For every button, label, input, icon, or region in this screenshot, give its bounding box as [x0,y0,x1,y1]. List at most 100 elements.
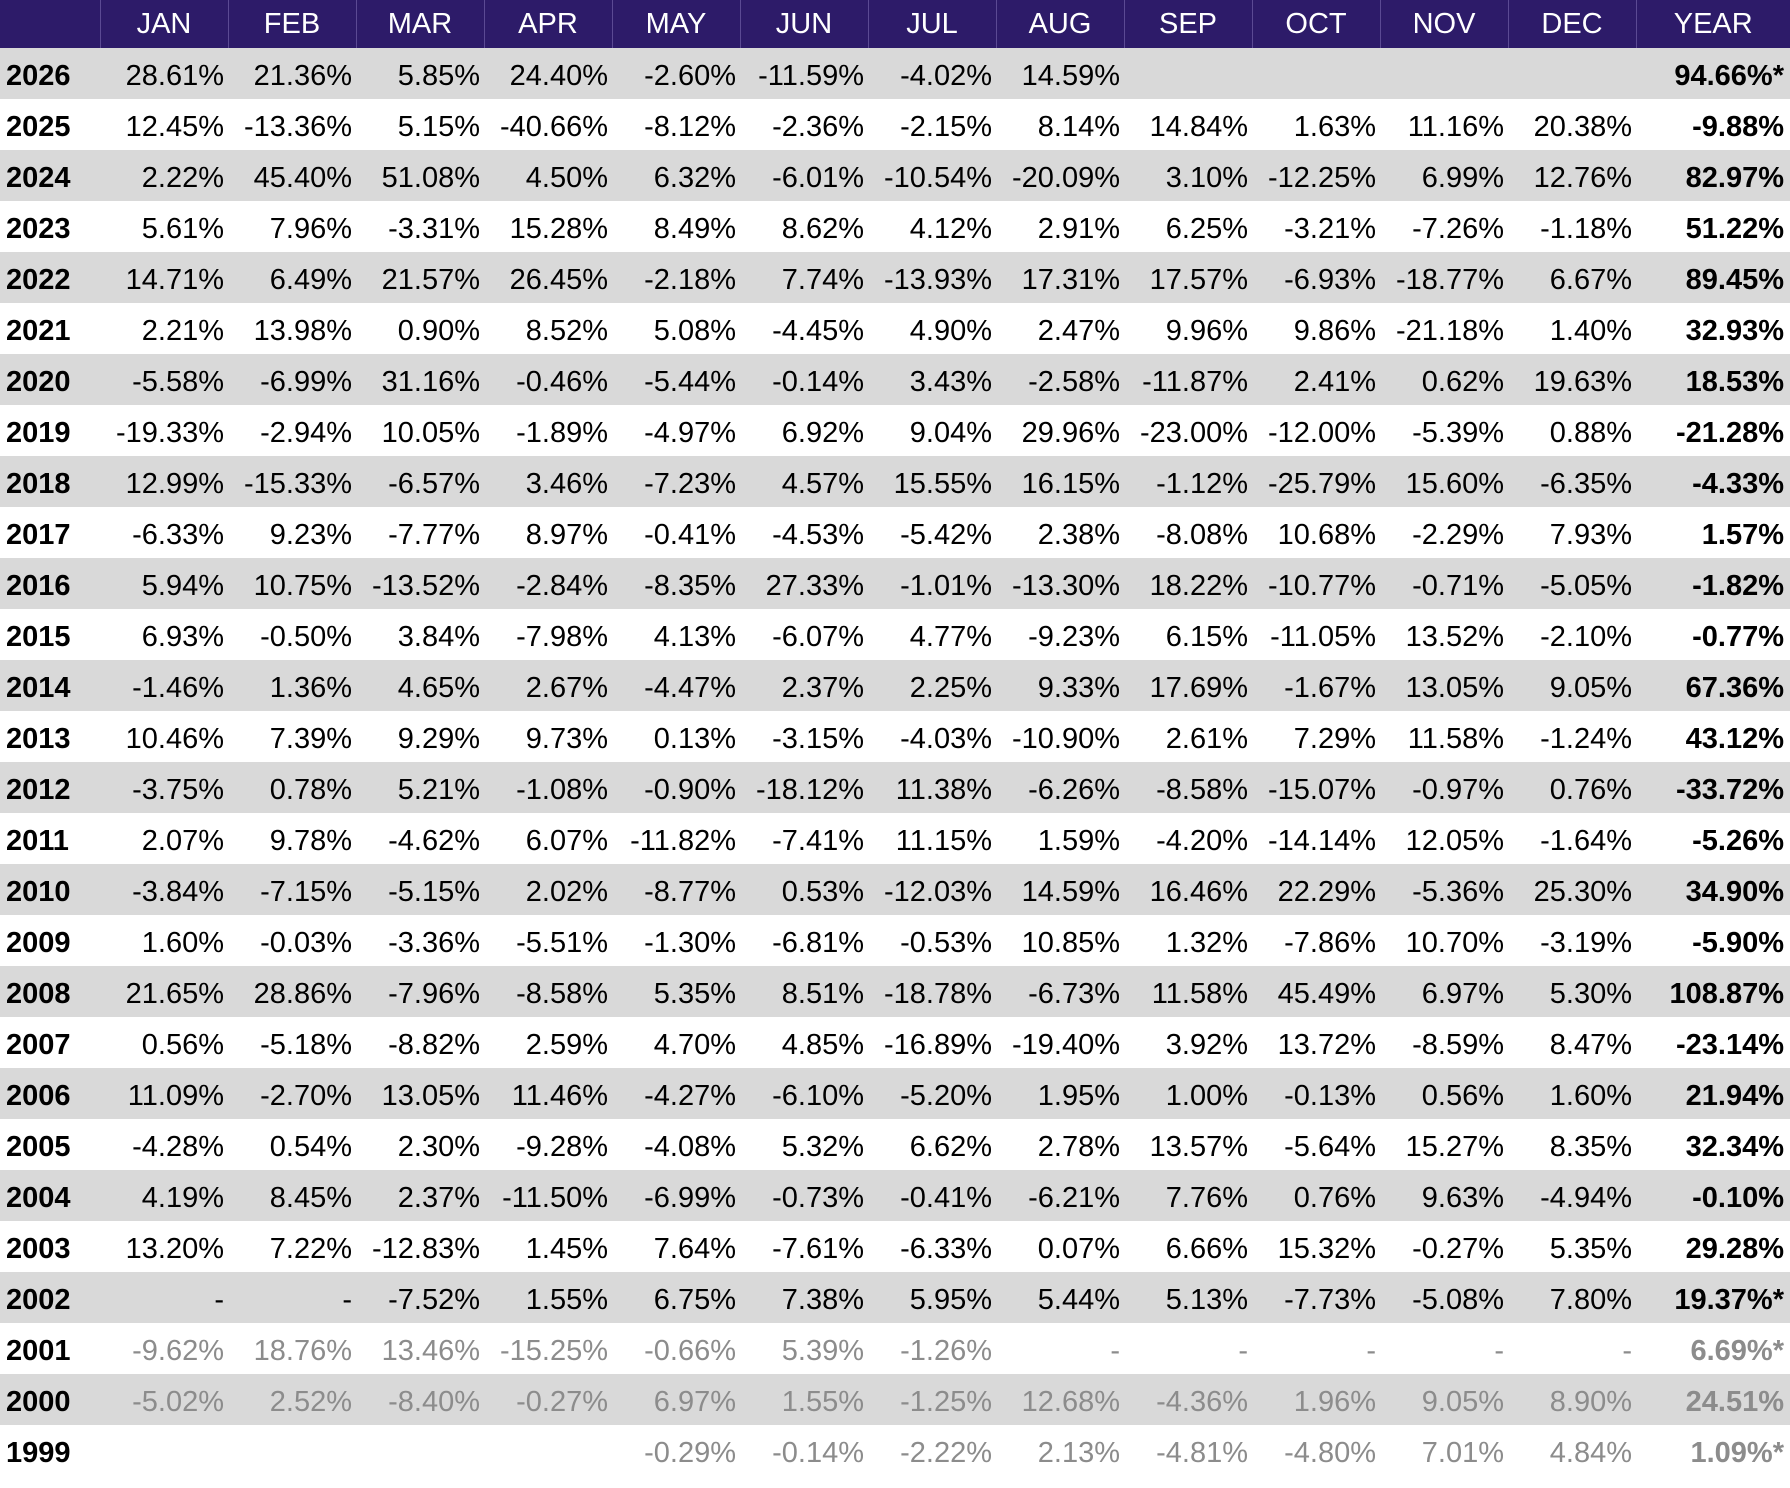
month-cell: 1.55% [781,1386,864,1418]
month-cell: -19.33% [115,417,224,449]
year-total-cell: -33.72% [1675,774,1784,806]
month-cell: -2.94% [260,417,352,449]
month-cell: -13.93% [883,264,992,296]
month-cell: 5.13% [1165,1284,1248,1316]
column-header: MAR [355,0,484,48]
year-total-cell: 51.22% [1685,213,1784,245]
month-cell: 5.85% [397,60,480,92]
month-cell: 8.45% [269,1182,352,1214]
month-cell: -11.82% [630,825,736,857]
month-cell: 6.32% [653,162,736,194]
month-cell: -7.61% [772,1233,864,1265]
month-cell: 1.40% [1549,315,1632,347]
month-cell: 15.28% [509,213,608,245]
month-cell: -6.81% [772,927,864,959]
month-cell: 19.63% [1533,366,1632,398]
month-cell: -4.03% [900,723,992,755]
year-cell: 2021 [6,315,71,347]
month-cell: -15.25% [499,1335,608,1367]
month-cell: -8.58% [516,978,608,1010]
month-cell: 12.99% [125,468,224,500]
month-cell: 0.13% [653,723,736,755]
column-header: NOV [1379,0,1508,48]
year-total-cell: -0.77% [1692,621,1784,653]
table-row: 2019 -19.33% -2.94% 10.05% -1.89% -4.97% 6.92%… [0,405,1790,456]
month-cell: -5.02% [132,1386,224,1418]
month-cell: 5.15% [397,111,480,143]
table-row: 2010 -3.84% -7.15% -5.15% 2.02% -8.77% 0.53% -1… [0,864,1790,915]
column-header: AUG [995,0,1124,48]
month-cell: -13.30% [1011,570,1120,602]
year-cell: 2004 [6,1182,71,1214]
month-cell: -18.12% [755,774,864,806]
month-cell: -2.70% [260,1080,352,1112]
year-cell: 2010 [6,876,71,908]
year-cell: 2022 [6,264,71,296]
year-total-cell: -4.33% [1692,468,1784,500]
month-cell: 12.05% [1405,825,1504,857]
month-cell: - [1238,1335,1248,1367]
month-cell: -4.80% [1284,1437,1376,1469]
month-cell: -3.36% [388,927,480,959]
month-cell: -23.00% [1139,417,1248,449]
month-cell: -11.87% [1142,366,1248,398]
month-cell: 8.47% [1549,1029,1632,1061]
month-cell: -8.58% [1156,774,1248,806]
table-row: 2015 6.93% -0.50% 3.84% -7.98% 4.13% -6.07% 4.7… [0,609,1790,660]
month-cell: -2.15% [900,111,992,143]
table-row: 2013 10.46% 7.39% 9.29% 9.73% 0.13% -3.15% -4.0… [0,711,1790,762]
column-header: DEC [1507,0,1636,48]
month-cell: -8.59% [1412,1029,1504,1061]
month-cell: -1.67% [1284,672,1376,704]
month-cell: 5.08% [653,315,736,347]
column-header: MAY [611,0,740,48]
month-cell: 4.85% [781,1029,864,1061]
month-cell: -19.40% [1011,1029,1120,1061]
month-cell: 12.68% [1021,1386,1120,1418]
month-cell: 11.58% [1151,978,1248,1010]
month-cell: 3.10% [1165,162,1248,194]
month-cell: -5.42% [900,519,992,551]
month-cell: - [214,1284,224,1316]
month-cell: 5.94% [141,570,224,602]
month-cell: 16.15% [1021,468,1120,500]
year-total-cell: -5.90% [1692,927,1784,959]
month-cell: 13.72% [1277,1029,1376,1061]
month-cell: 4.84% [1549,1437,1632,1469]
month-cell: -21.18% [1395,315,1504,347]
month-cell: -15.07% [1267,774,1376,806]
month-cell: 2.02% [525,876,608,908]
month-cell: 9.73% [525,723,608,755]
month-cell: 1.59% [1037,825,1120,857]
table-row: 2023 5.61% 7.96% -3.31% 15.28% 8.49% 8.62% 4.12… [0,201,1790,252]
month-cell: 4.70% [653,1029,736,1061]
month-cell: 51.08% [381,162,480,194]
month-cell: -1.18% [1540,213,1632,245]
year-cell: 2014 [6,672,71,704]
month-cell: -7.96% [388,978,480,1010]
month-cell: 18.22% [1149,570,1248,602]
month-cell: -10.90% [1011,723,1120,755]
table-row: 2000 -5.02% 2.52% -8.40% -0.27% 6.97% 1.55% -1.… [0,1374,1790,1425]
month-cell: -11.59% [758,60,864,92]
month-cell: 10.75% [253,570,352,602]
month-cell: 6.92% [781,417,864,449]
month-cell: - [1366,1335,1376,1367]
table-row: 2006 11.09% -2.70% 13.05% 11.46% -4.27% -6.10%… [0,1068,1790,1119]
month-cell: 7.64% [653,1233,736,1265]
year-cell: 2005 [6,1131,71,1163]
month-cell: 21.36% [253,60,352,92]
month-cell: 10.05% [381,417,480,449]
month-cell: 1.60% [141,927,224,959]
month-cell: 9.04% [909,417,992,449]
month-cell: -0.53% [900,927,992,959]
month-cell: -10.54% [883,162,992,194]
month-cell: 6.62% [909,1131,992,1163]
month-cell: -8.40% [388,1386,480,1418]
month-cell: -20.09% [1011,162,1120,194]
month-cell: -4.53% [772,519,864,551]
year-cell: 2003 [6,1233,71,1265]
month-cell: 3.84% [397,621,480,653]
month-cell: 6.07% [525,825,608,857]
month-cell: 4.19% [141,1182,224,1214]
